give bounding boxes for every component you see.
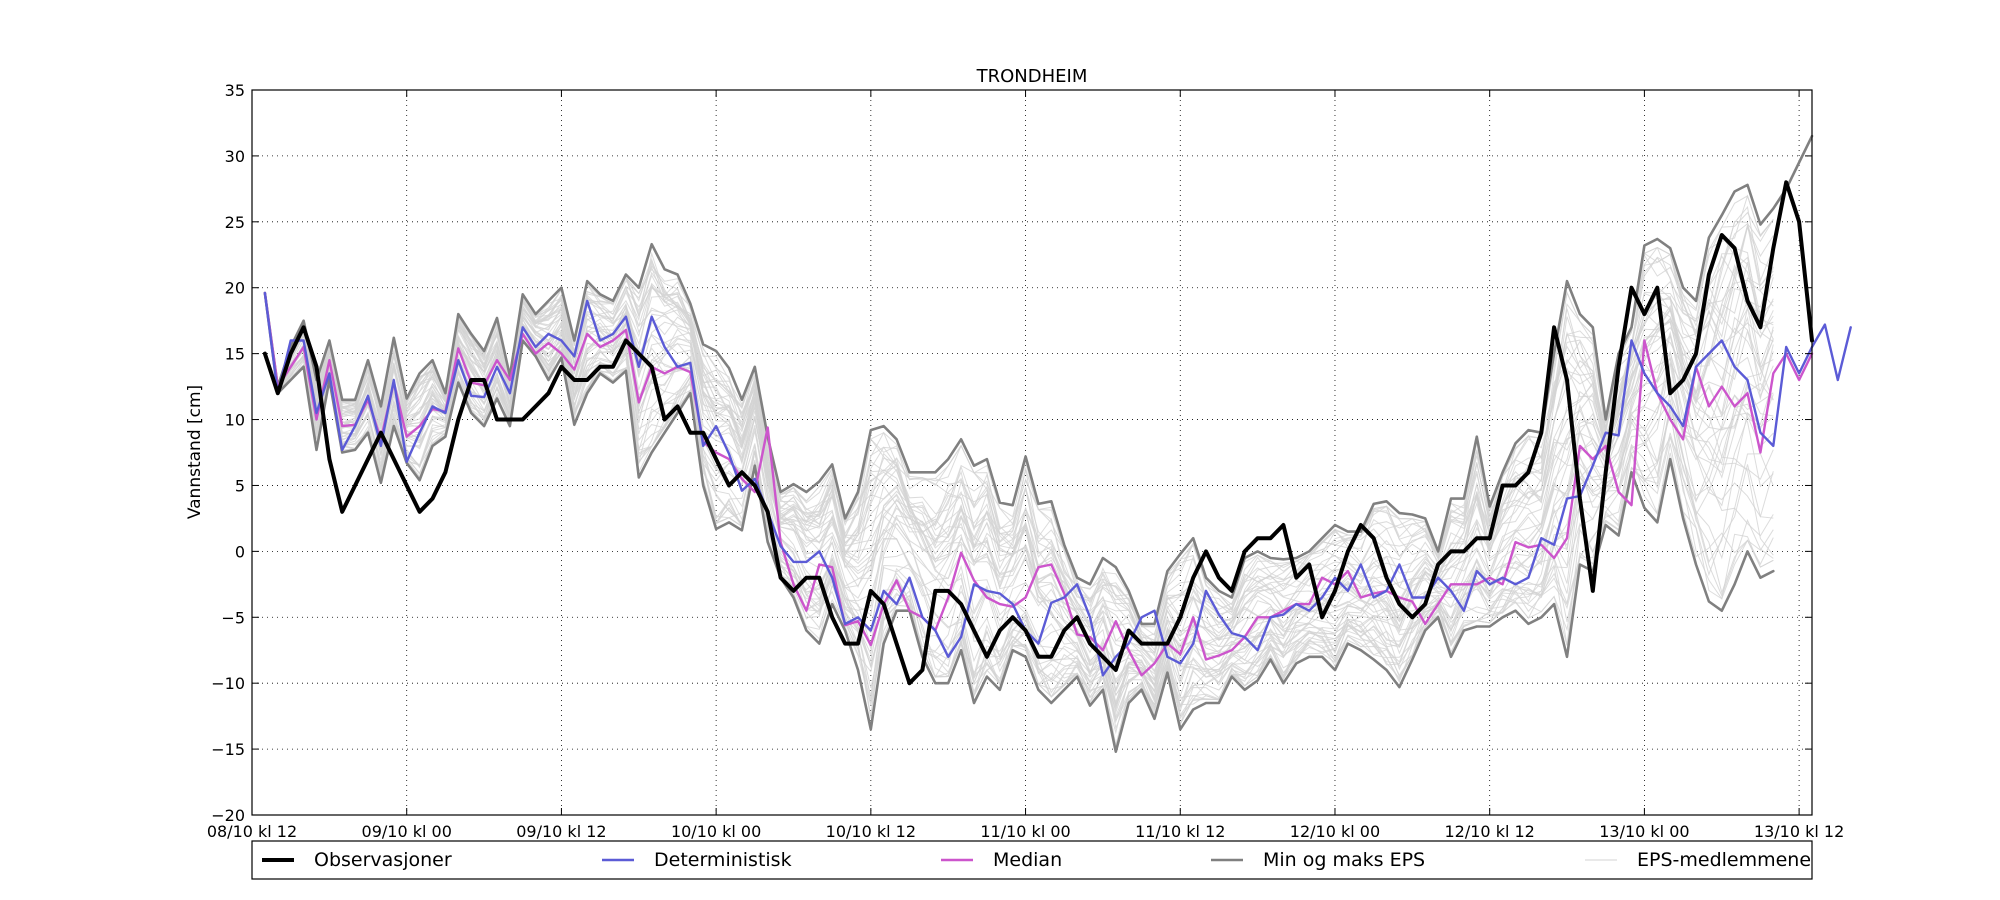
y-tick-label: 30 <box>225 147 245 166</box>
y-tick-label: 10 <box>225 411 245 430</box>
series-layer <box>262 134 1852 753</box>
legend: Observasjoner Deterministisk Median Min og … <box>251 840 1813 880</box>
legend-item: Min og maks EPS <box>1211 849 1425 871</box>
legend-item: Deterministisk <box>602 849 792 871</box>
deterministic-line <box>263 291 1852 677</box>
y-tick-label: 0 <box>235 542 245 561</box>
x-tick-label: 10/10 kl 00 <box>671 822 761 841</box>
legend-box <box>251 840 1813 880</box>
legend-label: Median <box>993 849 1062 871</box>
y-tick-label: −20 <box>211 806 245 825</box>
chart-title: TRONDHEIM <box>976 66 1088 87</box>
y-axis: −20 −15 −10 −5 0 5 10 15 20 25 30 35 <box>211 81 1812 825</box>
x-tick-label: 09/10 kl 00 <box>362 822 452 841</box>
plot-area-frame <box>251 89 1813 816</box>
y-tick-label: 20 <box>225 279 245 298</box>
legend-item: EPS-medlemmene <box>1585 849 1811 871</box>
x-tick-label: 13/10 kl 12 <box>1754 822 1844 841</box>
x-tick-label: 09/10 kl 12 <box>516 822 606 841</box>
y-tick-label: 25 <box>225 213 245 232</box>
x-tick-label: 08/10 kl 12 <box>207 822 297 841</box>
y-tick-label: −5 <box>221 608 245 627</box>
x-tick-label: 12/10 kl 12 <box>1445 822 1535 841</box>
legend-label: EPS-medlemmene <box>1637 849 1811 871</box>
y-tick-label: 35 <box>225 81 245 100</box>
x-tick-label: 13/10 kl 00 <box>1599 822 1689 841</box>
legend-label: Deterministisk <box>654 849 792 871</box>
x-tick-label: 11/10 kl 00 <box>980 822 1070 841</box>
y-tick-label: 15 <box>225 345 245 364</box>
legend-label: Observasjoner <box>314 849 452 871</box>
median-line <box>263 291 1814 677</box>
eps-max-line <box>263 134 1814 626</box>
eps-member-line <box>264 292 1774 688</box>
observations-line <box>262 180 1814 686</box>
x-tick-label: 11/10 kl 12 <box>1135 822 1225 841</box>
x-tick-label: 10/10 kl 12 <box>826 822 916 841</box>
legend-item: Observasjoner <box>262 849 452 871</box>
legend-label: Min og maks EPS <box>1263 849 1425 871</box>
eps-min-line <box>263 291 1775 753</box>
y-tick-label: −10 <box>211 674 245 693</box>
y-tick-label: 5 <box>235 476 245 495</box>
x-axis: 08/10 kl 12 09/10 kl 00 09/10 kl 12 10/10 k… <box>207 90 1844 841</box>
legend-item: Median <box>941 849 1062 871</box>
y-tick-label: −15 <box>211 740 245 759</box>
y-axis-label: Vannstand [cm] <box>185 385 205 519</box>
x-tick-label: 12/10 kl 00 <box>1290 822 1380 841</box>
